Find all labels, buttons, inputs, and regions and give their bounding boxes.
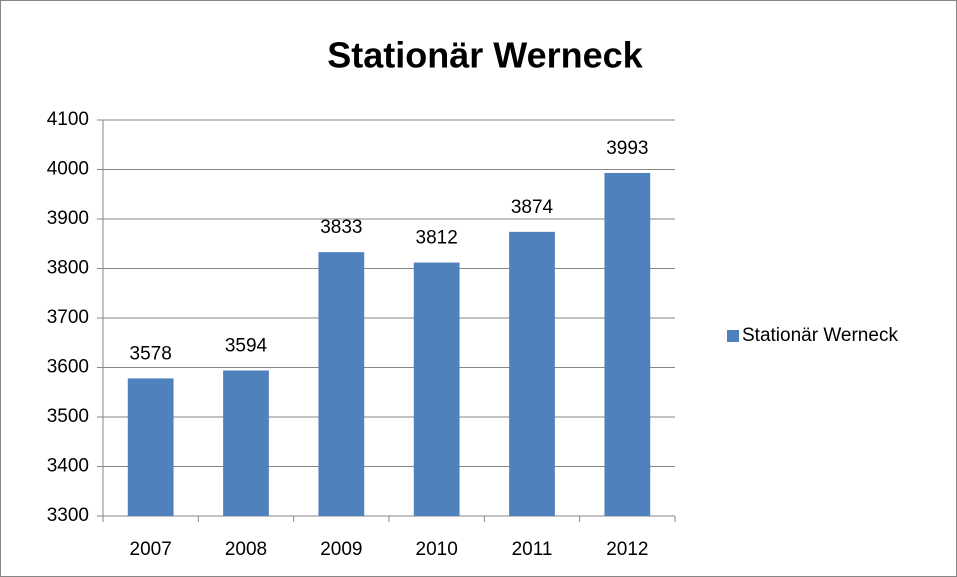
x-tick-label: 2010 [416,539,458,560]
y-tick-label: 4100 [47,109,89,130]
y-tick-label: 3900 [47,208,89,229]
data-label: 3578 [130,343,172,364]
x-tick-label: 2007 [130,539,172,560]
x-tick-label: 2012 [606,539,648,560]
x-tick-label: 2008 [225,539,267,560]
bar [413,262,460,516]
y-tick-label: 3800 [47,258,89,279]
data-label: 3812 [416,228,458,249]
bar [318,252,365,517]
data-label: 3833 [320,217,362,238]
y-tick-label: 3400 [47,456,89,477]
y-tick-label: 3600 [47,357,89,378]
data-label: 3993 [606,138,648,159]
y-tick-label: 3500 [47,406,89,427]
data-label: 3594 [225,335,268,356]
y-tick-label: 3300 [47,505,89,526]
y-tick-label: 4000 [47,159,89,180]
bar [509,231,555,516]
data-label: 3874 [511,197,554,218]
bar [223,370,269,516]
legend-swatch [727,330,739,342]
chart-title: Stationär Werneck [327,35,643,76]
bar [127,378,174,516]
x-tick-label: 2009 [320,539,362,560]
bar [604,172,651,516]
legend-label: Stationär Werneck [742,325,898,346]
y-tick-label: 3700 [47,307,89,328]
x-tick-label: 2011 [512,539,553,560]
